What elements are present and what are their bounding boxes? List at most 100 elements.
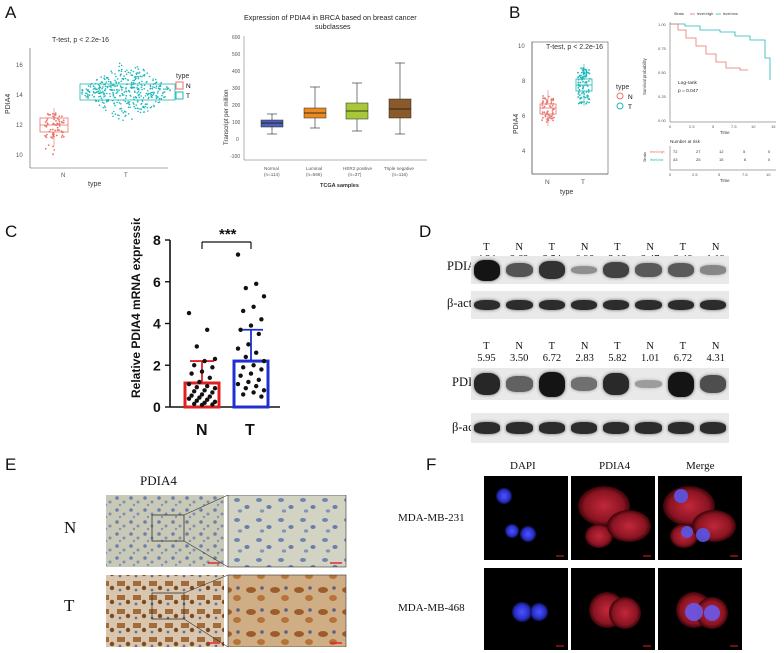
scatter-point-t	[105, 99, 108, 102]
scatter-point-t	[150, 95, 152, 97]
scatter-point-t	[137, 68, 140, 70]
scatter-point-t	[125, 97, 127, 99]
scatter-point-n	[62, 121, 65, 124]
scatter-point-t	[154, 82, 156, 85]
scatter-point-t	[103, 96, 105, 98]
scatter-point-t	[143, 87, 145, 90]
scatter-point-t	[163, 88, 165, 90]
data-point	[207, 394, 212, 399]
scatter-point-t	[137, 110, 139, 113]
scatter-point-t	[85, 92, 87, 95]
scatter-point-t	[128, 91, 131, 93]
scatter-point-t	[155, 81, 158, 83]
scatter-point-t	[119, 94, 121, 97]
scatter-point-t	[111, 99, 114, 102]
scatter-point-t	[102, 106, 104, 109]
col-label-pdia4: PDIA4	[599, 460, 631, 472]
svg-text:10: 10	[518, 44, 525, 50]
data-point	[254, 350, 259, 355]
scatter-point-t	[141, 99, 143, 101]
scatter-point-t	[96, 91, 98, 93]
scatter-point-t	[104, 95, 106, 97]
pdia4-band	[667, 371, 694, 397]
lane-type: T	[614, 242, 621, 253]
scatter-point-t	[125, 86, 127, 89]
scatter-point-t	[137, 94, 140, 96]
scatter-point-n	[51, 128, 54, 131]
scatter-point-n	[62, 135, 65, 138]
scatter-point-t	[163, 91, 166, 93]
svg-text:Triple negative: Triple negative	[384, 166, 414, 171]
scatter-point-t	[122, 86, 124, 89]
scatter-point-t	[125, 90, 127, 92]
scatter-point-n	[46, 118, 49, 120]
data-point	[259, 317, 264, 322]
data-point	[194, 398, 199, 403]
scatter-point-t	[116, 101, 118, 104]
svg-text:Time: Time	[720, 130, 730, 135]
scatter-point-n	[541, 111, 544, 113]
lane-label: N 4.31	[699, 341, 732, 365]
data-point	[202, 388, 207, 393]
scatter-point-t	[106, 77, 109, 79]
scatter-point-t	[155, 95, 158, 97]
scatter-point-t	[131, 118, 133, 120]
scatter-point-t	[94, 82, 97, 85]
scatter-point-t	[130, 81, 133, 84]
svg-text:level=high: level=high	[697, 12, 713, 16]
scatter-point-t	[110, 89, 113, 92]
c-axes: 8 6 4 2 0	[153, 232, 280, 415]
scatter-point-n	[542, 100, 544, 103]
scatter-point-n	[46, 122, 49, 125]
lane-label: N 3.50	[503, 341, 536, 365]
scatter-point-t	[119, 74, 122, 77]
scatter-point-t	[140, 83, 142, 85]
scatter-point-t	[577, 87, 580, 89]
scatter-point-n	[543, 111, 546, 114]
scatter-point-t	[140, 108, 143, 111]
scatter-point-t	[84, 94, 86, 97]
scatter-point-t	[577, 102, 580, 105]
scatter-point-t	[156, 96, 158, 99]
scatter-point-t	[115, 85, 117, 87]
scatter-point-t	[140, 95, 142, 97]
scatter-point-t	[94, 99, 97, 101]
scatter-point-t	[580, 67, 583, 70]
x-tick-n: N	[196, 422, 208, 439]
scatter-point-t	[140, 86, 143, 89]
scatter-point-t	[587, 71, 590, 74]
y-tick-label: 0	[153, 399, 161, 415]
scatter-point-t	[582, 85, 584, 87]
svg-text:(n=566): (n=566)	[306, 172, 322, 177]
lane-type: N	[711, 341, 720, 352]
svg-text:0: 0	[669, 124, 672, 129]
scatter-point-t	[150, 91, 153, 94]
chart-title-1: Expression of PDIA4 in BRCA based on bre…	[244, 13, 417, 22]
lane-label: T 5.95	[470, 341, 503, 365]
scatter-point-t	[98, 84, 101, 87]
legend-title: type	[176, 73, 189, 80]
scatter-point-t	[114, 104, 116, 107]
scatter-point-t	[577, 81, 580, 84]
scatter-point-t	[98, 104, 101, 106]
scatter-point-t	[89, 84, 92, 86]
y-axis-label: Relative PDIA4 mRNA expression	[129, 218, 143, 398]
c-dots	[186, 252, 267, 408]
scatter-point-n	[53, 118, 55, 121]
scatter-point-t	[99, 82, 102, 85]
scatter-point-t	[129, 72, 131, 74]
svg-text:2.5: 2.5	[692, 172, 698, 177]
scatter-point-t	[584, 75, 586, 78]
svg-text:72: 72	[673, 149, 678, 154]
scatter-point-t	[146, 94, 149, 96]
scatter-point-t	[143, 69, 145, 72]
scatter-point-t	[111, 112, 114, 115]
significance-stars: ***	[219, 226, 237, 243]
scatter-point-t	[112, 91, 114, 94]
svg-text:1.00: 1.00	[658, 22, 667, 27]
pdia4-band	[538, 260, 565, 280]
data-point	[205, 327, 210, 332]
scatter-point-t	[107, 80, 110, 83]
scatter-point-t	[138, 72, 140, 74]
scatter-point-t	[98, 95, 100, 98]
